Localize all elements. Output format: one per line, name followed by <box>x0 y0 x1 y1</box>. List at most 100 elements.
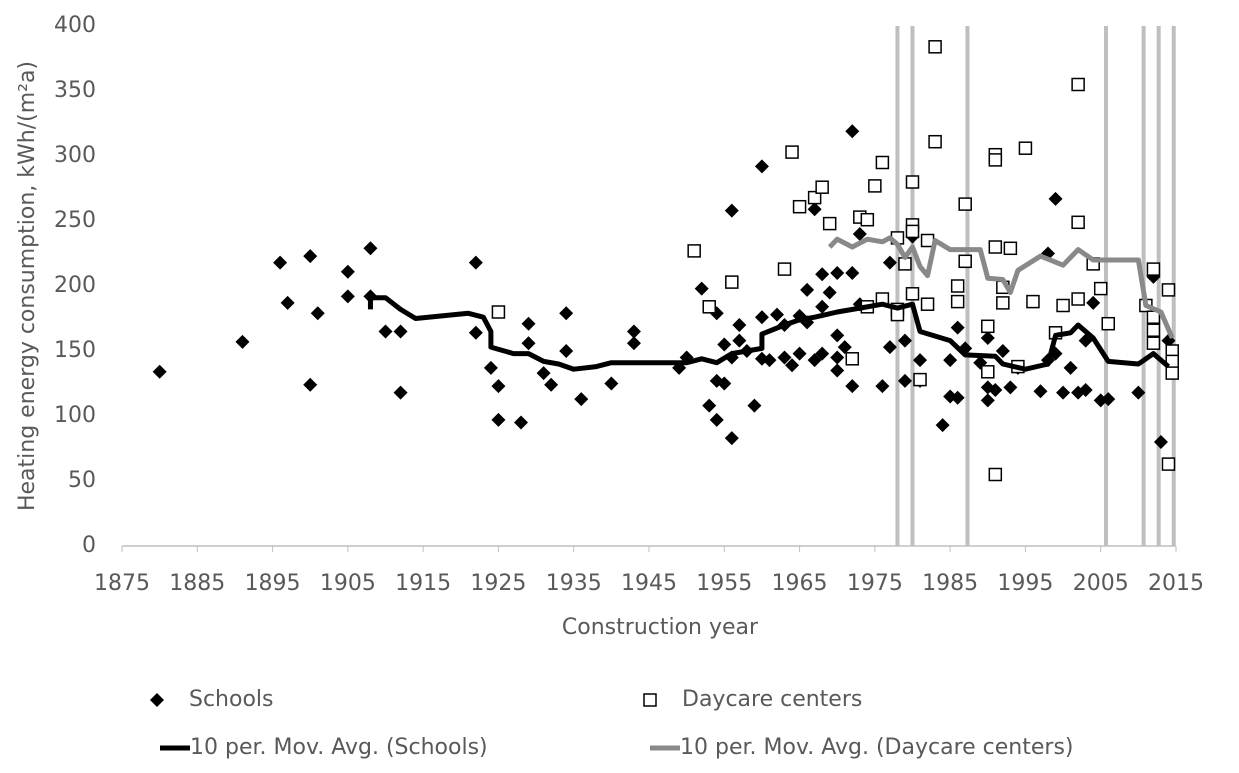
point <box>303 249 318 264</box>
point <box>1086 295 1101 310</box>
point <box>725 275 739 289</box>
point <box>574 392 589 407</box>
point <box>845 266 860 280</box>
legend-label: 10 per. Mov. Avg. (Daycare centers) <box>680 735 1074 760</box>
x-tick-label: 1975 <box>847 571 903 596</box>
point <box>800 282 815 297</box>
point <box>732 333 747 348</box>
point <box>845 379 860 394</box>
point <box>981 319 995 334</box>
y-tick-label: 150 <box>54 338 96 363</box>
point <box>785 145 799 159</box>
point <box>393 324 408 339</box>
point <box>152 364 167 379</box>
point <box>626 324 641 339</box>
point <box>1161 283 1176 297</box>
point <box>1146 323 1161 337</box>
x-tick-label: 1905 <box>320 571 376 596</box>
point <box>980 331 995 345</box>
point <box>1003 380 1018 395</box>
point <box>468 325 483 340</box>
legend-label: 10 per. Mov. Avg. (Schools) <box>190 735 488 760</box>
point <box>1078 383 1093 397</box>
x-tick-label: 1965 <box>772 571 828 596</box>
x-tick-label: 1945 <box>621 571 677 596</box>
legend-label: Daycare centers <box>682 687 862 712</box>
point <box>393 385 408 400</box>
point <box>928 40 942 54</box>
point <box>875 379 890 394</box>
point <box>1071 292 1085 306</box>
point <box>491 305 506 319</box>
point <box>468 255 483 270</box>
y-tick-label: 100 <box>54 403 96 428</box>
point <box>868 179 882 193</box>
point <box>702 398 717 413</box>
point <box>483 360 498 375</box>
point <box>830 266 845 280</box>
point <box>950 390 965 405</box>
point <box>777 350 792 365</box>
point <box>950 279 965 293</box>
point <box>1048 191 1063 206</box>
point <box>1018 141 1033 155</box>
point <box>777 262 792 276</box>
point <box>988 240 1003 254</box>
point <box>988 383 1003 397</box>
point <box>717 337 732 352</box>
point <box>988 467 1003 482</box>
point <box>920 297 935 311</box>
point <box>1161 457 1176 471</box>
point <box>1131 385 1146 400</box>
point <box>995 344 1010 358</box>
point <box>815 180 829 194</box>
moving-average-line <box>827 235 1175 339</box>
y-tick-label: 200 <box>54 273 96 298</box>
point <box>687 244 701 258</box>
point <box>875 155 890 170</box>
point <box>897 333 912 348</box>
point <box>958 254 972 269</box>
x-tick-label: 1925 <box>470 571 526 596</box>
point <box>897 373 912 388</box>
legend-marker <box>643 693 657 707</box>
point <box>363 241 378 256</box>
point <box>830 350 845 365</box>
point <box>807 353 822 368</box>
y-tick-label: 50 <box>68 468 96 493</box>
point <box>544 377 559 392</box>
point <box>822 216 837 231</box>
point <box>378 324 393 339</box>
point <box>1063 360 1078 375</box>
x-tick-label: 1985 <box>922 571 978 596</box>
y-tick-label: 400 <box>54 13 96 38</box>
point <box>950 320 965 335</box>
y-tick-label: 350 <box>54 78 96 103</box>
point <box>981 365 995 379</box>
point <box>1003 241 1018 256</box>
point <box>815 267 830 282</box>
point <box>769 307 784 322</box>
x-tick-label: 1885 <box>169 571 225 596</box>
point <box>815 346 830 361</box>
point <box>845 124 860 139</box>
point <box>988 153 1003 167</box>
point <box>852 227 867 241</box>
point <box>935 418 950 433</box>
point <box>830 363 845 378</box>
x-tick-label: 1895 <box>245 571 301 596</box>
x-tick-label: 2005 <box>1073 571 1129 596</box>
point <box>521 336 536 351</box>
point <box>1101 392 1116 407</box>
x-tick-label: 1955 <box>696 571 752 596</box>
point <box>1101 316 1115 331</box>
point <box>559 344 574 358</box>
x-tick-label: 1875 <box>94 571 150 596</box>
point <box>604 376 619 391</box>
point <box>822 285 837 300</box>
point <box>340 264 355 279</box>
point <box>754 159 769 174</box>
point <box>913 353 928 368</box>
y-tick-label: 250 <box>54 208 96 233</box>
point <box>762 353 777 368</box>
